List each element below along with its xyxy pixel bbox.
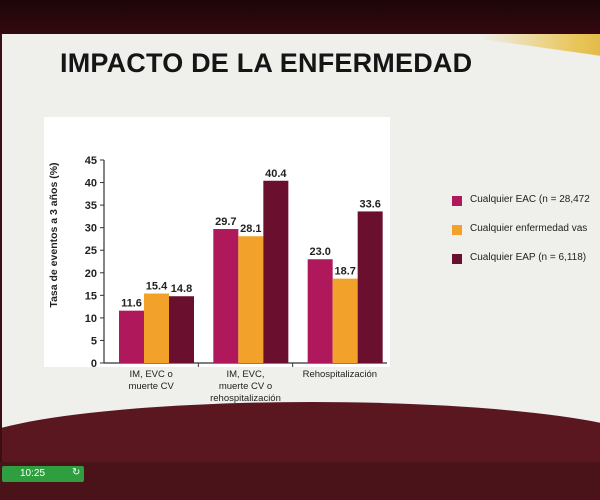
legend-swatch-eap: [452, 254, 462, 264]
bar-value-label: 23.0: [309, 246, 330, 258]
bar-value-label: 28.1: [240, 223, 261, 235]
refresh-icon: ↻: [72, 467, 81, 478]
legend-label-vascular: Cualquier enfermedad vas: [470, 223, 588, 234]
bar-chart: 0 5 10 15 20 25 30 35 40 45 11.6 15.4 14.8 29.7 28.1 40…: [44, 117, 390, 367]
y-tick-label: 30: [85, 223, 97, 235]
y-tick-label: 40: [85, 178, 97, 190]
bar: [213, 229, 239, 363]
time-text: 10:25: [20, 468, 46, 479]
y-axis-title: Tasa de eventos a 3 años (%): [48, 162, 60, 308]
x-category-label: muerte CV: [128, 381, 174, 392]
slide-title: IMPACTO DE LA ENFERMEDAD: [60, 48, 473, 78]
bar: [332, 278, 358, 363]
bar-value-label: 18.7: [334, 266, 355, 278]
y-tick-label: 15: [85, 290, 97, 302]
bar: [357, 211, 383, 363]
bar-value-label: 40.4: [265, 168, 287, 180]
y-tick-label: 0: [91, 358, 97, 367]
y-tick-label: 5: [91, 335, 97, 347]
y-tick-label: 45: [85, 155, 97, 167]
bar-value-label: 33.6: [359, 198, 380, 210]
bar-chart-svg: 0 5 10 15 20 25 30 35 40 45 11.6 15.4 14.8 29.7 28.1 40…: [85, 155, 387, 367]
bar-value-label: 29.7: [215, 216, 236, 228]
x-category-label: Rehospitalización: [302, 369, 378, 380]
legend-swatch-vascular: [452, 225, 462, 235]
top-band: [0, 0, 600, 34]
slide-bottom-wave: [2, 402, 600, 462]
legend-label-eac: Cualquier EAC (n = 28,472: [470, 194, 590, 205]
y-tick-label: 10: [85, 313, 97, 325]
bar: [263, 180, 289, 363]
x-category-label: IM, EVC o: [129, 369, 173, 380]
bar-value-label: 15.4: [146, 281, 168, 293]
legend-swatch-eac: [452, 196, 462, 206]
bottom-bar: [0, 462, 600, 500]
y-tick-label: 35: [85, 200, 97, 212]
x-category-label: IM, EVC,: [226, 369, 265, 380]
x-category-label: rehospitalización: [210, 393, 281, 404]
y-tick-label: 25: [85, 245, 97, 257]
bar: [307, 259, 333, 363]
time-badge[interactable]: 10:25 ↻: [2, 466, 84, 482]
bar: [169, 296, 194, 363]
bar-value-label: 11.6: [121, 298, 142, 310]
slide-accent-stripe: [479, 34, 600, 62]
bar-value-label: 14.8: [171, 283, 192, 295]
bar: [238, 236, 264, 363]
bar: [144, 293, 169, 363]
x-category-label: muerte CV o: [218, 381, 273, 392]
y-tick-label: 20: [85, 268, 97, 280]
legend-label-eap: Cualquier EAP (n = 6,118): [470, 252, 587, 263]
bar: [119, 310, 144, 363]
